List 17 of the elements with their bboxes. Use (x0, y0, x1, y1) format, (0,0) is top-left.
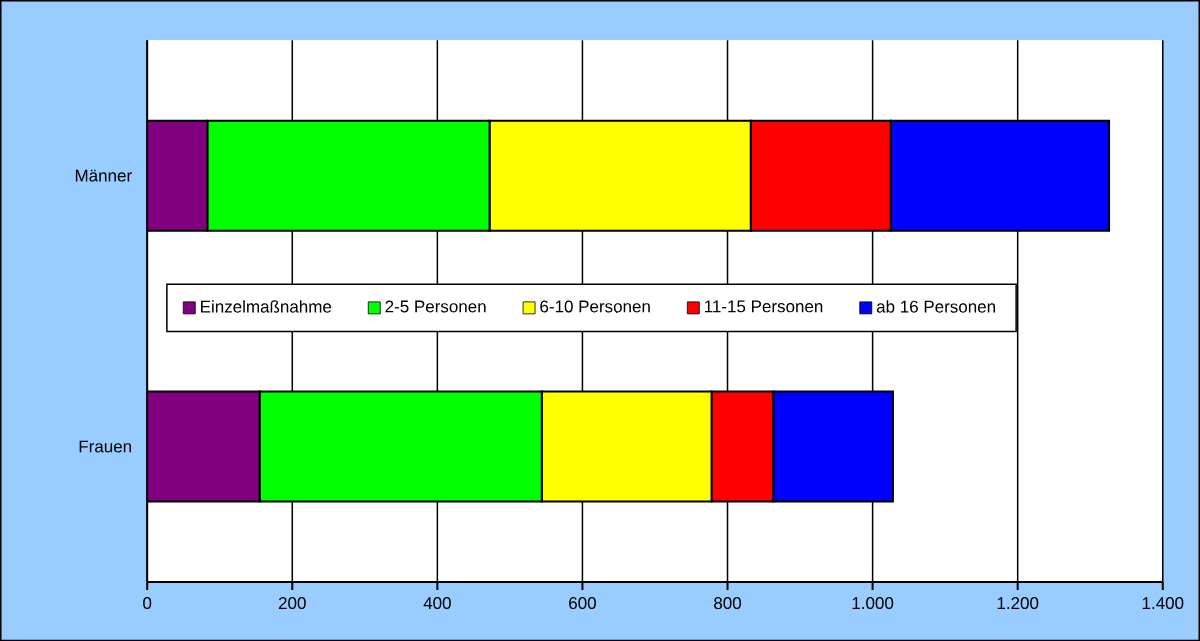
bar (147, 119, 209, 232)
x-tick-label: 600 (569, 596, 596, 609)
x-tick-label: 1.200 (997, 596, 1039, 609)
bar (147, 390, 261, 503)
x-tick-label: 1.000 (852, 596, 894, 609)
x-tick-label: 800 (714, 596, 742, 609)
x-tick-label: 0 (143, 596, 152, 609)
x-tick-label: 400 (423, 596, 451, 609)
legend-label: Einzelmaßnahme (201, 300, 332, 313)
legend-label: 6-10 Personen (540, 300, 650, 313)
legend-label: ab 16 Personen (876, 300, 995, 313)
x-tick-label: 200 (278, 596, 306, 609)
legend-label: 2-5 Personen (385, 300, 486, 313)
legend-label: 11-15 Personen (705, 300, 823, 313)
y-tick-label: Frauen (79, 440, 132, 453)
y-tick-label: Männer (75, 169, 132, 182)
x-tick-label: 1.400 (1142, 596, 1184, 609)
